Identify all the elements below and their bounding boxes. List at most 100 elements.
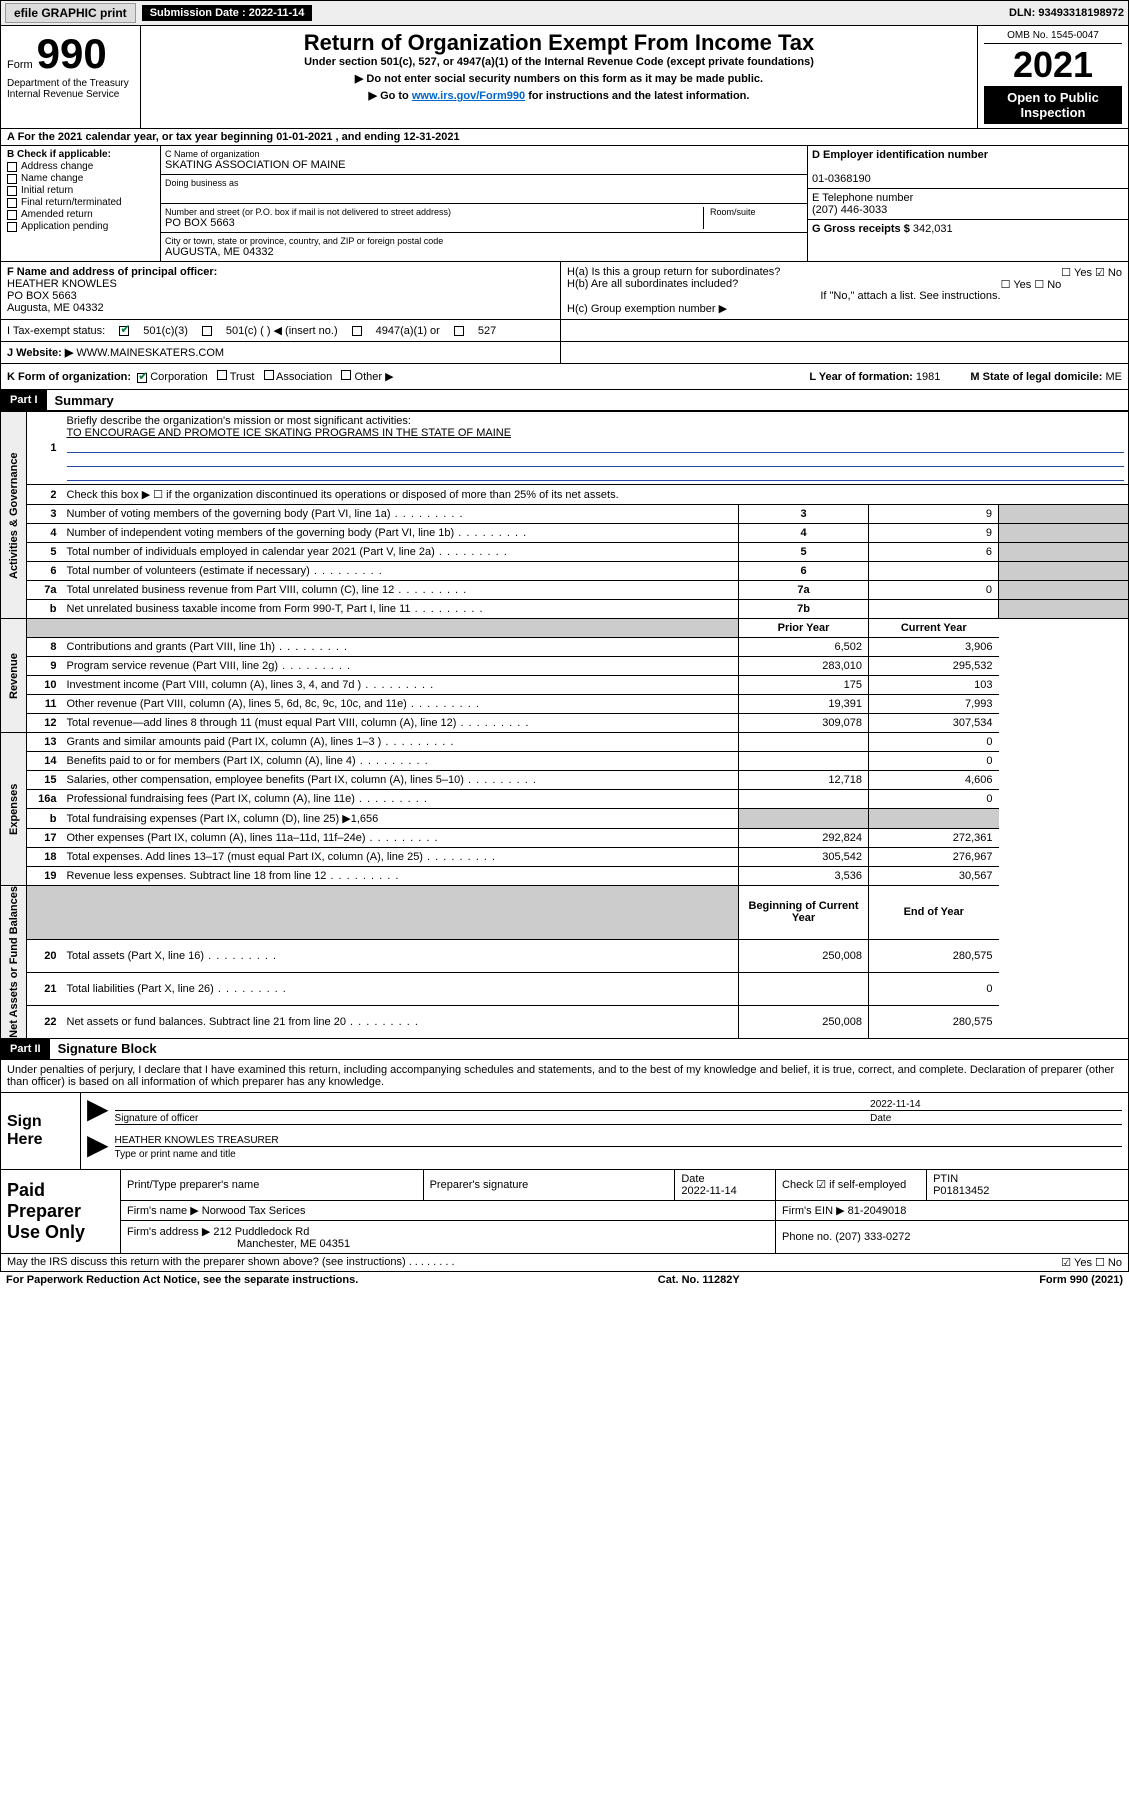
name-title-label: Type or print name and title bbox=[115, 1149, 1122, 1160]
phone-value: (207) 446-3033 bbox=[812, 204, 887, 216]
check-final-return[interactable]: Final return/terminated bbox=[7, 197, 154, 208]
perjury-statement: Under penalties of perjury, I declare th… bbox=[0, 1060, 1129, 1093]
website-value: WWW.MAINESKATERS.COM bbox=[76, 347, 224, 359]
org-name: SKATING ASSOCIATION OF MAINE bbox=[165, 159, 803, 171]
block-f-h: F Name and address of principal officer:… bbox=[0, 262, 1129, 320]
side-net-assets: Net Assets or Fund Balances bbox=[1, 886, 27, 1039]
firm-addr1: 212 Puddledock Rd bbox=[213, 1226, 309, 1238]
side-expenses: Expenses bbox=[1, 733, 27, 886]
officer-name-title: HEATHER KNOWLES TREASURER bbox=[115, 1135, 1122, 1146]
open-public-badge: Open to Public Inspection bbox=[984, 86, 1122, 124]
part-i-title: Summary bbox=[47, 393, 114, 408]
instr-goto-pre: ▶ Go to bbox=[369, 90, 412, 102]
dba-label: Doing business as bbox=[165, 178, 803, 188]
part-ii-header: Part II Signature Block bbox=[0, 1039, 1129, 1060]
ha-label: H(a) Is this a group return for subordin… bbox=[567, 266, 780, 278]
may-irs-yesno[interactable]: ☑ Yes ☐ No bbox=[1061, 1256, 1122, 1269]
hb-note: If "No," attach a list. See instructions… bbox=[567, 290, 1122, 302]
instr-goto: ▶ Go to www.irs.gov/Form990 for instruct… bbox=[147, 89, 971, 102]
ptin-label: PTIN bbox=[933, 1173, 958, 1185]
name-arrow-icon: ▶ bbox=[87, 1135, 115, 1160]
col-c-org-info: C Name of organization SKATING ASSOCIATI… bbox=[161, 146, 808, 261]
dept-irs: Internal Revenue Service bbox=[7, 89, 134, 100]
topbar: efile GRAPHIC print Submission Date : 20… bbox=[0, 0, 1129, 26]
gross-receipts-value: 342,031 bbox=[913, 223, 953, 235]
entity-info-grid: B Check if applicable: Address change Na… bbox=[0, 146, 1129, 262]
check-other[interactable] bbox=[341, 370, 351, 380]
hb-label: H(b) Are all subordinates included? bbox=[567, 278, 738, 290]
city-label: City or town, state or province, country… bbox=[165, 236, 803, 246]
block-i: I Tax-exempt status: 501(c)(3) 501(c) ( … bbox=[0, 320, 1129, 342]
form-990-label: Form 990 bbox=[7, 30, 134, 78]
sig-date-label: Date bbox=[870, 1113, 1122, 1124]
self-employed-check[interactable]: Check ☑ if self-employed bbox=[776, 1170, 927, 1201]
prep-sig-label: Preparer's signature bbox=[423, 1170, 675, 1201]
may-irs-label: May the IRS discuss this return with the… bbox=[7, 1256, 406, 1268]
col-b-title: B Check if applicable: bbox=[7, 149, 111, 160]
principal-officer-label: F Name and address of principal officer: bbox=[7, 266, 217, 278]
block-j: J Website: ▶ WWW.MAINESKATERS.COM bbox=[0, 342, 1129, 364]
mission-label: Briefly describe the organization's miss… bbox=[67, 415, 411, 427]
irs-form990-link[interactable]: www.irs.gov/Form990 bbox=[412, 90, 525, 102]
prep-date: 2022-11-14 bbox=[681, 1185, 736, 1197]
sign-here-label: Sign Here bbox=[1, 1093, 81, 1169]
block-a-tax-year: A For the 2021 calendar year, or tax yea… bbox=[0, 129, 1129, 146]
part-i-header: Part I Summary bbox=[0, 390, 1129, 411]
form-number: 990 bbox=[37, 30, 107, 78]
ha-yesno[interactable]: ☐ Yes ☑ No bbox=[1061, 266, 1122, 279]
part-i-table: Activities & Governance 1 Briefly descri… bbox=[0, 411, 1129, 1039]
check-association[interactable] bbox=[264, 370, 274, 380]
domicile-value: ME bbox=[1106, 371, 1123, 383]
officer-addr2: Augusta, ME 04332 bbox=[7, 302, 554, 314]
efile-button[interactable]: efile GRAPHIC print bbox=[5, 3, 136, 23]
domicile-label: M State of legal domicile: bbox=[970, 371, 1102, 383]
sign-here-block: Sign Here ▶ 2022-11-14 Signature of offi… bbox=[0, 1093, 1129, 1170]
omb-number: OMB No. 1545-0047 bbox=[984, 30, 1122, 44]
year-formation-value: 1981 bbox=[916, 371, 940, 383]
form-org-label: K Form of organization: bbox=[7, 371, 131, 383]
paid-preparer-block: Paid Preparer Use Only Print/Type prepar… bbox=[0, 1170, 1129, 1254]
prep-date-label: Date bbox=[681, 1173, 704, 1185]
check-501c3[interactable] bbox=[119, 326, 129, 336]
instr-no-ssn: ▶ Do not enter social security numbers o… bbox=[147, 72, 971, 85]
check-501c[interactable] bbox=[202, 326, 212, 336]
check-app-pending[interactable]: Application pending bbox=[7, 221, 154, 232]
form-word: Form bbox=[7, 59, 33, 71]
block-klm: K Form of organization: Corporation Trus… bbox=[0, 364, 1129, 390]
part-ii-badge: Part II bbox=[1, 1039, 50, 1059]
check-initial-return[interactable]: Initial return bbox=[7, 185, 154, 196]
hb-yesno[interactable]: ☐ Yes ☐ No bbox=[1001, 278, 1062, 291]
form-footer: For Paperwork Reduction Act Notice, see … bbox=[0, 1272, 1129, 1288]
check-trust[interactable] bbox=[217, 370, 227, 380]
sig-officer-label: Signature of officer bbox=[115, 1113, 871, 1124]
dept-treasury: Department of the Treasury bbox=[7, 78, 134, 89]
part-i-badge: Part I bbox=[1, 390, 47, 410]
instr-goto-post: for instructions and the latest informat… bbox=[528, 90, 749, 102]
side-revenue: Revenue bbox=[1, 619, 27, 733]
catalog-number: Cat. No. 11282Y bbox=[658, 1274, 740, 1286]
form-header: Form 990 Department of the Treasury Inte… bbox=[0, 26, 1129, 129]
ptin-value: P01813452 bbox=[933, 1185, 989, 1197]
dln: DLN: 93493318198972 bbox=[1009, 7, 1124, 19]
gross-receipts-label: G Gross receipts $ bbox=[812, 223, 910, 235]
may-irs-discuss: May the IRS discuss this return with the… bbox=[0, 1254, 1129, 1272]
form-subtitle: Under section 501(c), 527, or 4947(a)(1)… bbox=[147, 56, 971, 68]
check-4947[interactable] bbox=[352, 326, 362, 336]
firm-ein: 81-2049018 bbox=[848, 1205, 907, 1217]
firm-name-label: Firm's name ▶ bbox=[127, 1205, 199, 1217]
check-corporation[interactable] bbox=[137, 373, 147, 383]
check-527[interactable] bbox=[454, 326, 464, 336]
form-title: Return of Organization Exempt From Incom… bbox=[147, 30, 971, 56]
check-amended[interactable]: Amended return bbox=[7, 209, 154, 220]
ein-value: 01-0368190 bbox=[812, 173, 871, 185]
side-activities-governance: Activities & Governance bbox=[1, 412, 27, 619]
firm-addr-label: Firm's address ▶ bbox=[127, 1226, 210, 1238]
check-address-change[interactable]: Address change bbox=[7, 161, 154, 172]
hc-label: H(c) Group exemption number ▶ bbox=[567, 302, 1122, 315]
street-address: PO BOX 5663 bbox=[165, 217, 703, 229]
signature-arrow-icon: ▶ bbox=[87, 1099, 115, 1127]
check-name-change[interactable]: Name change bbox=[7, 173, 154, 184]
officer-name: HEATHER KNOWLES bbox=[7, 278, 554, 290]
mission-text: TO ENCOURAGE AND PROMOTE ICE SKATING PRO… bbox=[67, 427, 512, 439]
firm-phone: (207) 333-0272 bbox=[835, 1231, 910, 1243]
